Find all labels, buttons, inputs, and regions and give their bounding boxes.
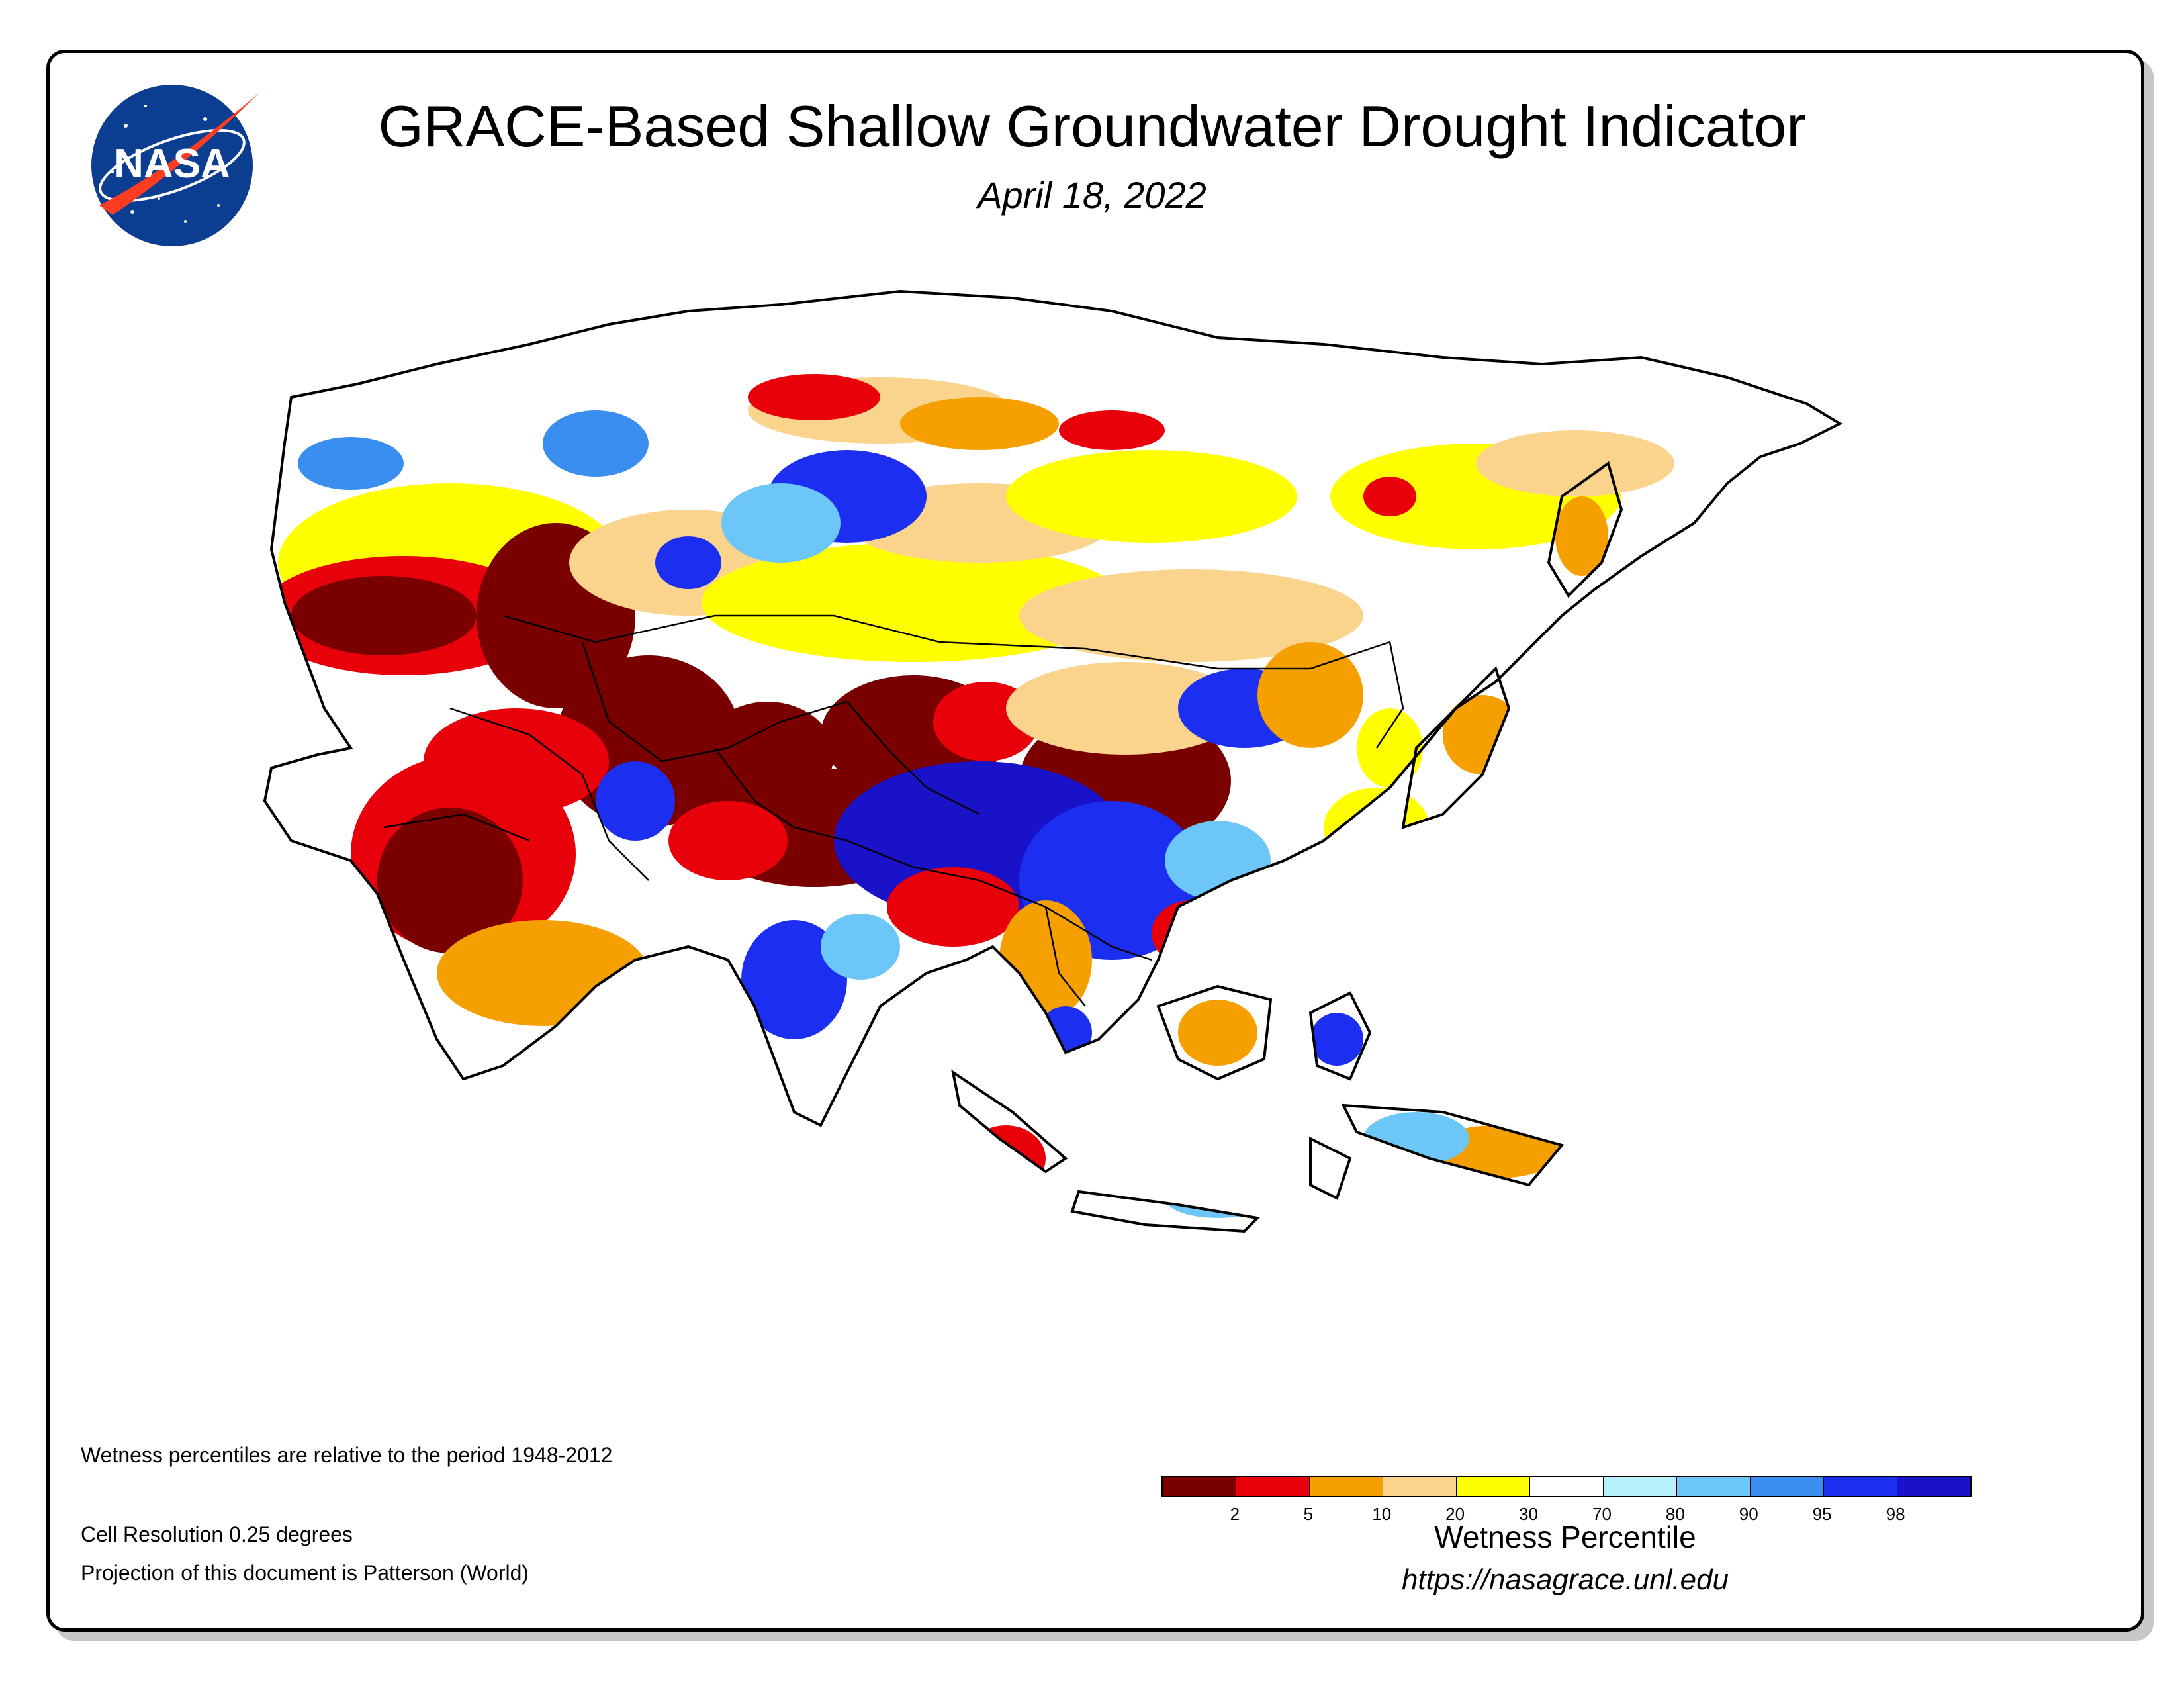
note-projection: Projection of this document is Patterson… bbox=[81, 1561, 529, 1585]
legend-swatch bbox=[1457, 1477, 1530, 1496]
legend-swatch bbox=[1824, 1477, 1897, 1496]
legend-swatch bbox=[1604, 1477, 1677, 1496]
legend-swatch bbox=[1236, 1477, 1310, 1496]
source-url[interactable]: https://nasagrace.unl.edu bbox=[1401, 1564, 1729, 1596]
legend-tick-label: 70 bbox=[1592, 1504, 1612, 1524]
legend-swatch bbox=[1677, 1477, 1751, 1496]
legend-tick-label: 98 bbox=[1886, 1504, 1905, 1524]
legend-tick-label: 10 bbox=[1372, 1504, 1392, 1524]
legend-tick-label: 95 bbox=[1812, 1504, 1832, 1524]
asia-drought-map bbox=[263, 289, 1843, 1233]
legend-swatch bbox=[1897, 1477, 1970, 1496]
legend-swatch bbox=[1163, 1477, 1236, 1496]
map-title: GRACE-Based Shallow Groundwater Drought … bbox=[378, 93, 1806, 159]
legend-tick-label: 20 bbox=[1445, 1504, 1465, 1524]
legend-swatch bbox=[1310, 1477, 1383, 1496]
nasa-logo-text: NASA bbox=[114, 141, 230, 187]
legend-swatch bbox=[1383, 1477, 1457, 1496]
legend-tick-label: 2 bbox=[1230, 1504, 1240, 1524]
note-period: Wetness percentiles are relative to the … bbox=[81, 1443, 613, 1467]
percentile-legend: 2 5 10 20 30 70 80 90 95 98 bbox=[1161, 1476, 1972, 1524]
legend-title: Wetness Percentile bbox=[1434, 1520, 1696, 1554]
map-date: April 18, 2022 bbox=[978, 174, 1206, 216]
legend-tick-label: 5 bbox=[1303, 1504, 1314, 1524]
legend-color-bar bbox=[1161, 1476, 1972, 1497]
legend-swatch bbox=[1751, 1477, 1824, 1496]
note-resolution: Cell Resolution 0.25 degrees bbox=[81, 1523, 353, 1546]
legend-tick-label: 80 bbox=[1665, 1504, 1685, 1524]
nasa-logo: NASA bbox=[91, 85, 259, 246]
legend-tick-label: 30 bbox=[1519, 1504, 1538, 1524]
legend-tick-label: 90 bbox=[1739, 1504, 1758, 1524]
legend-swatch bbox=[1530, 1477, 1604, 1496]
